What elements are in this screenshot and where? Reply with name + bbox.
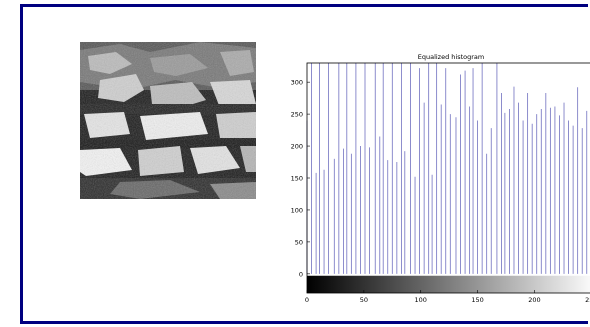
stone-wall-image [80,42,256,199]
plot-area: 0 50 100 150 200 250 300 0 50 100 150 200 250 [291,62,590,304]
y-tick-label: 50 [295,238,303,246]
x-tick-label: 50 [360,296,368,304]
axes-box [306,62,590,294]
x-tick-label: 150 [471,296,483,304]
x-tick-label: 100 [415,296,427,304]
x-tick-label: 0 [305,296,309,304]
chart-title: Equalized histogram [418,53,485,61]
y-tick-label: 150 [291,175,303,183]
y-tick-label: 0 [299,270,303,278]
equalized-histogram-chart: Equalized histogram 0 50 100 150 200 250 300 0 5… [291,53,590,304]
y-tick-label: 300 [291,79,303,87]
figure-window: Equalized histogram 0 50 100 150 200 250 300 0 5… [20,4,590,324]
y-tick-label: 250 [291,111,303,119]
x-tick-label: 200 [528,296,540,304]
grayscale-colorbar [307,275,590,293]
y-tick-label: 200 [291,143,303,151]
y-tick-label: 100 [291,206,303,214]
x-tick-label: 250 [585,296,590,304]
